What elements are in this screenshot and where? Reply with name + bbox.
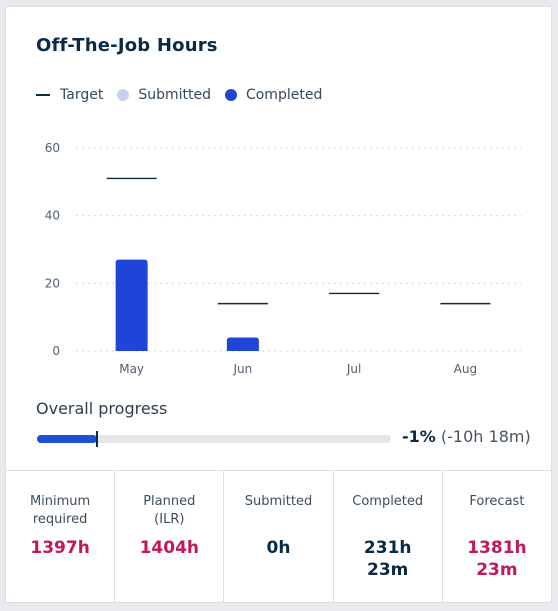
x-tick-label: Jul <box>346 362 361 376</box>
hours-bar-chart: 0 20 40 60 May Jun Jul Aug <box>45 141 521 376</box>
y-tick-label: 60 <box>45 141 60 155</box>
completed-dot-swatch <box>224 89 237 101</box>
progress-marker <box>96 431 98 447</box>
target-line-swatch <box>36 94 50 96</box>
stat-minimum-required: Minimum required 1397h <box>6 471 116 603</box>
y-tick-label: 40 <box>45 209 60 223</box>
legend-label-submitted: Submitted <box>138 87 211 103</box>
stat-submitted: Submitted 0h <box>224 471 334 603</box>
stat-label: Planned (ILR) <box>143 494 196 527</box>
progress-value: -1% (-10h 18m) <box>402 427 531 446</box>
stats-row: Minimum required 1397h Planned (ILR) 140… <box>6 470 551 603</box>
x-tick-label: Aug <box>454 362 477 376</box>
overall-progress-label: Overall progress <box>36 399 168 418</box>
y-tick-label: 0 <box>52 344 60 358</box>
legend-item-completed[interactable]: Completed <box>224 87 323 103</box>
legend-label-target: Target <box>60 87 104 103</box>
x-tick-label: Jun <box>233 362 253 376</box>
submitted-dot-swatch <box>117 89 130 101</box>
chart-legend: Target Submitted Completed <box>36 87 336 103</box>
progress-percent: -1% <box>402 427 436 446</box>
progress-fill <box>37 435 97 443</box>
stat-value: 0h <box>266 538 291 558</box>
y-tick-label: 20 <box>45 276 60 290</box>
stat-forecast: Forecast 1381h 23m <box>443 471 551 603</box>
stat-label: Forecast <box>469 494 525 509</box>
stat-label: Completed <box>352 494 424 509</box>
off-the-job-hours-card: Off-The-Job Hours Target Submitted Compl… <box>5 6 552 603</box>
progress-delta: (-10h 18m) <box>440 427 531 446</box>
stat-value: 1404h <box>139 538 200 558</box>
progress-track <box>37 431 391 447</box>
legend-item-submitted[interactable]: Submitted <box>117 87 211 103</box>
stat-label: Minimum required <box>29 494 91 527</box>
x-tick-label: May <box>119 362 144 376</box>
legend-label-completed: Completed <box>245 87 323 103</box>
stat-planned-ilr: Planned (ILR) 1404h <box>115 471 225 603</box>
stat-label: Submitted <box>244 494 313 509</box>
stat-value: 1397h <box>30 538 90 558</box>
stat-value: 1381h 23m <box>467 538 527 580</box>
legend-item-target[interactable]: Target <box>36 87 103 103</box>
stat-value: 231h 23m <box>363 538 412 580</box>
bar-completed <box>226 337 259 351</box>
stat-completed: Completed 231h 23m <box>334 471 443 603</box>
card-title: Off-The-Job Hours <box>36 35 218 56</box>
bar-completed <box>115 259 148 351</box>
